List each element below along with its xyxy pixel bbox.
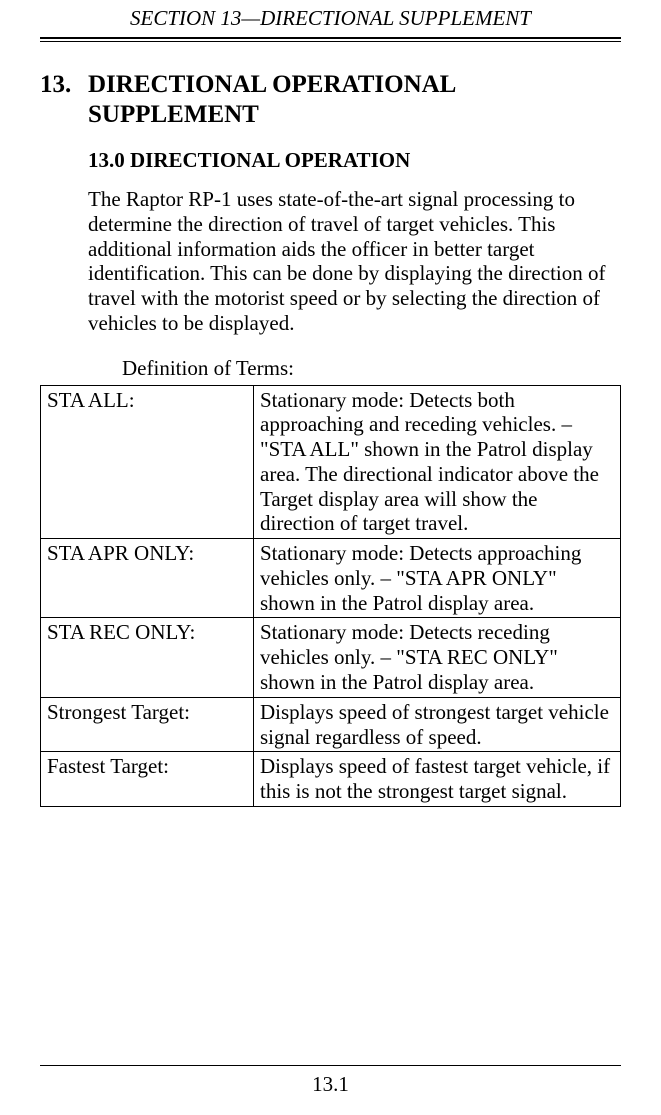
table-row: STA ALL: Stationary mode: Detects both a… — [41, 385, 621, 539]
footer: 13.1 — [40, 1066, 621, 1115]
desc-cell: Displays speed of fastest target vehicle… — [254, 752, 621, 807]
desc-cell: Stationary mode: Detects approaching veh… — [254, 539, 621, 618]
table-row: STA REC ONLY: Stationary mode: Detects r… — [41, 618, 621, 697]
section-title: DIRECTIONAL OPERATIONAL SUPPLEMENT — [88, 70, 588, 130]
definitions-label: Definition of Terms: — [122, 356, 621, 381]
term-cell: STA APR ONLY: — [41, 539, 254, 618]
table-row: STA APR ONLY: Stationary mode: Detects a… — [41, 539, 621, 618]
term-cell: Strongest Target: — [41, 697, 254, 752]
section-heading: 13.DIRECTIONAL OPERATIONAL SUPPLEMENT — [40, 70, 621, 130]
running-header: SECTION 13—DIRECTIONAL SUPPLEMENT — [40, 0, 621, 35]
running-title: SECTION 13—DIRECTIONAL SUPPLEMENT — [130, 6, 531, 30]
term-cell: STA REC ONLY: — [41, 618, 254, 697]
term-cell: STA ALL: — [41, 385, 254, 539]
term-cell: Fastest Target: — [41, 752, 254, 807]
desc-cell: Displays speed of strongest target vehic… — [254, 697, 621, 752]
page-number: 13.1 — [312, 1072, 349, 1096]
table-row: Strongest Target: Displays speed of stro… — [41, 697, 621, 752]
desc-cell: Stationary mode: Detects both approachin… — [254, 385, 621, 539]
subsection-heading: 13.0 DIRECTIONAL OPERATION — [88, 148, 621, 173]
definitions-table: STA ALL: Stationary mode: Detects both a… — [40, 385, 621, 807]
intro-paragraph: The Raptor RP-1 uses state-of-the-art si… — [88, 187, 621, 336]
content-region: 13.DIRECTIONAL OPERATIONAL SUPPLEMENT 13… — [40, 42, 621, 1063]
page-container: SECTION 13—DIRECTIONAL SUPPLEMENT 13.DIR… — [0, 0, 661, 1115]
table-row: Fastest Target: Displays speed of fastes… — [41, 752, 621, 807]
header-rule-thick — [40, 37, 621, 39]
desc-cell: Stationary mode: Detects receding vehicl… — [254, 618, 621, 697]
section-number: 13. — [40, 70, 88, 100]
